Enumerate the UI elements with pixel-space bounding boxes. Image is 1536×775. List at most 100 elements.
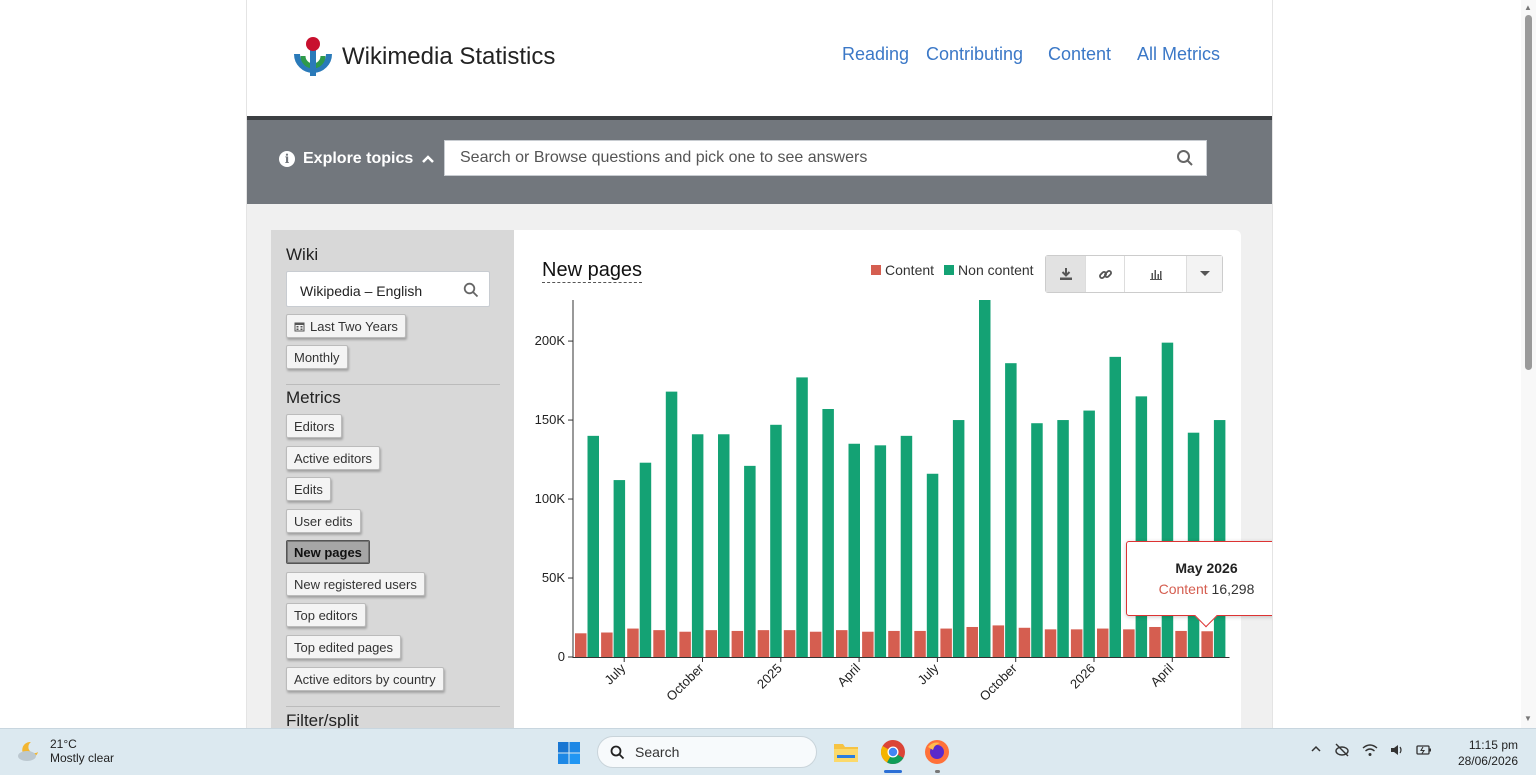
- metric-active-editors-by-country[interactable]: Active editors by country: [286, 667, 444, 691]
- legend-label-content: Content: [885, 262, 935, 278]
- site-brand[interactable]: Wikimedia Statistics: [342, 43, 556, 70]
- search-icon[interactable]: [1176, 149, 1194, 167]
- bar-content: [757, 630, 770, 657]
- metric-user-edits[interactable]: User edits: [286, 509, 361, 533]
- bar-non-content: [926, 473, 939, 657]
- chart-type-button[interactable]: [1125, 256, 1187, 292]
- bar-content: [836, 630, 848, 657]
- sidebar: Wiki Wikipedia – English Last Two Years …: [271, 230, 514, 728]
- chart-toolbar: [1045, 255, 1223, 293]
- x-tick-label: April: [1147, 660, 1176, 689]
- x-tick-label: October: [663, 660, 707, 704]
- y-tick-label: 100K: [535, 491, 566, 506]
- bar-non-content: [874, 445, 887, 657]
- battery-icon[interactable]: [1416, 743, 1432, 757]
- bar-non-content: [1057, 420, 1069, 657]
- bar-non-content: [1109, 356, 1121, 657]
- time-range-button[interactable]: Last Two Years: [286, 314, 406, 338]
- bar-content: [1201, 631, 1213, 657]
- bar-non-content: [1083, 410, 1095, 657]
- scroll-down-icon[interactable]: ▼: [1524, 714, 1532, 723]
- bar-content: [1044, 629, 1057, 657]
- taskbar-clock[interactable]: 11:15 pm 28/06/2026: [1448, 737, 1518, 769]
- metric-new-pages[interactable]: New pages: [286, 540, 370, 564]
- legend-item-non-content[interactable]: Non content: [944, 262, 1034, 278]
- sidebar-divider: [286, 706, 500, 707]
- bar-non-content: [691, 434, 704, 657]
- topic-search-input[interactable]: [445, 141, 1145, 175]
- bar-content: [679, 631, 691, 657]
- metric-top-editors[interactable]: Top editors: [286, 603, 366, 627]
- legend-item-content[interactable]: Content: [871, 262, 934, 278]
- nav-content[interactable]: Content: [1048, 44, 1112, 64]
- bar-content: [705, 630, 717, 657]
- wiki-selector[interactable]: Wikipedia – English: [286, 271, 490, 307]
- bar-non-content: [744, 465, 756, 657]
- page-scrollbar[interactable]: ▲ ▼: [1521, 0, 1536, 728]
- legend-label-non-content: Non content: [958, 262, 1034, 278]
- bar-content: [1070, 629, 1083, 657]
- granularity-button[interactable]: Monthly: [286, 345, 348, 369]
- bar-non-content: [639, 462, 652, 657]
- bar-content: [1123, 629, 1135, 657]
- chevron-up-icon[interactable]: [1310, 743, 1322, 755]
- bar-content: [731, 630, 744, 657]
- tooltip-series: Content: [1158, 581, 1208, 597]
- bar-content: [888, 630, 900, 657]
- bar-non-content: [952, 420, 965, 657]
- bar-content: [1175, 630, 1187, 657]
- file-explorer-icon[interactable]: [833, 740, 859, 764]
- nav-contributing[interactable]: Contributing: [926, 44, 1024, 64]
- search-icon: [463, 282, 479, 298]
- bar-content: [627, 628, 639, 657]
- clock-time: 11:15 pm: [1468, 738, 1518, 752]
- topic-bar: i Explore topics: [247, 116, 1272, 204]
- info-icon: i: [279, 151, 295, 167]
- x-tick-label: April: [834, 660, 863, 689]
- bar-content: [783, 630, 796, 657]
- windows-start-icon[interactable]: [557, 741, 581, 765]
- y-tick-label: 50K: [542, 570, 565, 585]
- bar-non-content: [848, 443, 860, 657]
- x-tick-label: July: [601, 660, 628, 687]
- metric-editors[interactable]: Editors: [286, 414, 343, 438]
- bar-content: [601, 632, 613, 657]
- wikimedia-logo[interactable]: [291, 36, 335, 80]
- taskbar-search[interactable]: Search: [597, 736, 817, 768]
- scroll-thumb[interactable]: [1525, 15, 1532, 370]
- metric-active-editors[interactable]: Active editors: [286, 446, 381, 470]
- nav-all-metrics[interactable]: All Metrics: [1137, 44, 1221, 64]
- bar-content: [966, 626, 978, 657]
- weather-widget[interactable]: 21°C Mostly clear: [16, 737, 114, 765]
- firefox-icon[interactable]: [924, 739, 950, 765]
- taskbar: 21°C Mostly clear Search 11:15 pm 28/06/…: [0, 728, 1536, 775]
- system-tray: [1310, 743, 1432, 757]
- chart-options-dropdown[interactable]: [1187, 256, 1222, 292]
- chrome-icon[interactable]: [880, 739, 906, 765]
- bar-non-content: [718, 434, 730, 657]
- bar-non-content: [900, 435, 913, 657]
- nav-reading[interactable]: Reading: [842, 44, 910, 64]
- volume-icon[interactable]: [1390, 743, 1404, 757]
- download-button[interactable]: [1046, 256, 1086, 292]
- metric-edits[interactable]: Edits: [286, 477, 331, 501]
- share-link-button[interactable]: [1086, 256, 1125, 292]
- explore-topics-button[interactable]: i Explore topics: [279, 150, 435, 168]
- clock-date: 28/06/2026: [1457, 754, 1518, 768]
- chart-title[interactable]: New pages: [542, 259, 643, 283]
- x-tick-label: July: [915, 660, 942, 687]
- x-tick-label: 2025: [754, 661, 785, 692]
- wiki-selector-value: Wikipedia – English: [300, 283, 423, 299]
- metric-top-edited-pages[interactable]: Top edited pages: [286, 635, 402, 659]
- bar-content: [575, 633, 587, 657]
- bar-content: [1149, 626, 1161, 657]
- bar-non-content: [587, 435, 599, 657]
- metric-new-registered-users[interactable]: New registered users: [286, 572, 425, 596]
- tooltip-title: May 2026: [1175, 560, 1238, 576]
- bar-non-content: [1031, 423, 1043, 657]
- cloud-offline-icon[interactable]: [1334, 743, 1350, 757]
- scroll-up-icon[interactable]: ▲: [1524, 3, 1532, 12]
- wifi-icon[interactable]: [1362, 743, 1378, 757]
- open-app-indicator: [935, 770, 940, 773]
- y-tick-label: 0: [558, 649, 565, 664]
